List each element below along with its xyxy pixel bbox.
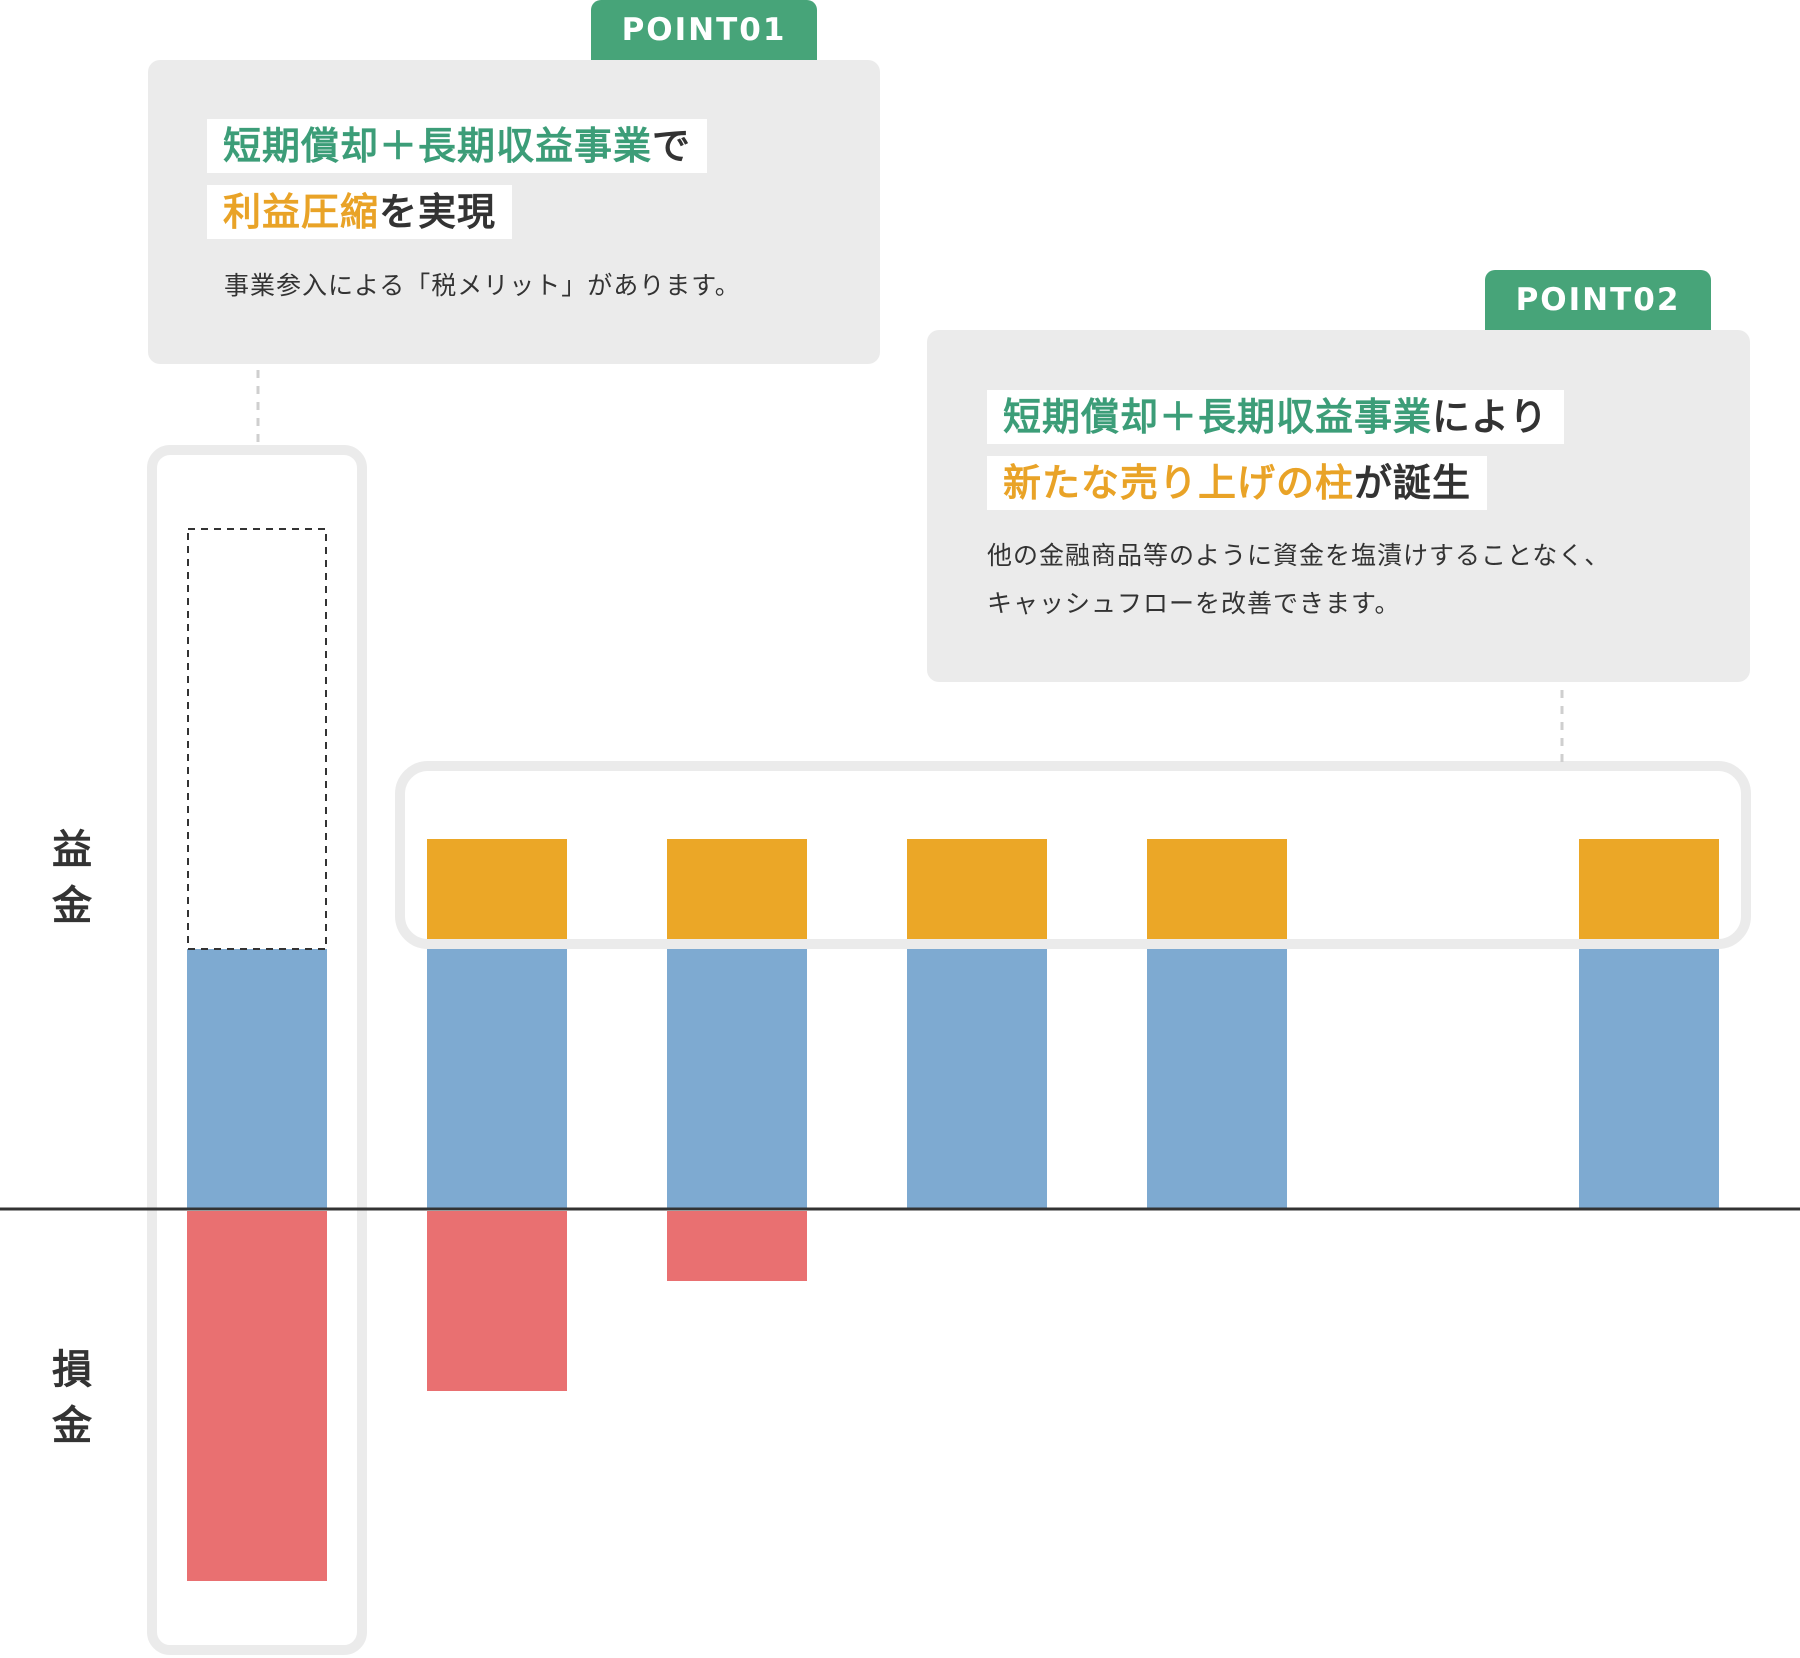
point02-headline-2-highlight: 新たな売り上げの柱 bbox=[1003, 461, 1355, 505]
bars bbox=[187, 528, 1719, 1581]
bar-red-3 bbox=[667, 1211, 807, 1281]
point01-headline-1-rest: で bbox=[652, 124, 692, 168]
orange-bars-highlight-frame bbox=[395, 761, 1751, 949]
point02-description-2: キャッシュフローを改善できます。 bbox=[987, 589, 1401, 618]
loss-label-char-2: 金 bbox=[52, 1403, 92, 1449]
bar-blue-3 bbox=[667, 949, 807, 1209]
profit-label: 益 金 bbox=[42, 822, 102, 934]
bar-orange-7 bbox=[1579, 839, 1719, 939]
bar-red-2 bbox=[427, 1211, 567, 1391]
point01-headline-1: 短期償却＋長期収益事業で bbox=[207, 119, 708, 173]
bar-red-1 bbox=[187, 1211, 327, 1581]
bar-orange-5 bbox=[1147, 839, 1287, 939]
bar-orange-4 bbox=[907, 839, 1047, 939]
point01-headline-2-rest: を実現 bbox=[379, 190, 497, 234]
bar-blue-1 bbox=[187, 949, 327, 1209]
point02-description-1: 他の金融商品等のように資金を塩漬けすることなく、 bbox=[987, 541, 1611, 570]
first-bar-compressed-profit-outline bbox=[187, 528, 327, 950]
bar-blue-4 bbox=[907, 949, 1047, 1209]
point01-description: 事業参入による「税メリット」があります。 bbox=[224, 271, 741, 300]
point02-headline-2-rest: が誕生 bbox=[1354, 461, 1472, 505]
point01-tab: POINT01 bbox=[591, 0, 817, 60]
loss-label: 損 金 bbox=[42, 1342, 102, 1454]
point02-headline-1-rest: により bbox=[1432, 395, 1549, 439]
profit-label-char-2: 金 bbox=[52, 883, 92, 929]
highlight-frames bbox=[147, 370, 1751, 1655]
point02-headline-1-highlight: 短期償却＋長期収益事業 bbox=[1003, 395, 1433, 439]
point02-tab: POINT02 bbox=[1485, 270, 1711, 330]
point02-headline-1: 短期償却＋長期収益事業により bbox=[987, 390, 1565, 444]
point01-headline-2: 利益圧縮を実現 bbox=[207, 185, 513, 239]
bar-blue-5 bbox=[1147, 949, 1287, 1209]
bar-blue-2 bbox=[427, 949, 567, 1209]
bar-orange-3 bbox=[667, 839, 807, 939]
bar-blue-7 bbox=[1579, 949, 1719, 1209]
point01-headline-1-highlight: 短期償却＋長期収益事業 bbox=[223, 124, 653, 168]
bar-orange-2 bbox=[427, 839, 567, 939]
point02-headline-2: 新たな売り上げの柱が誕生 bbox=[987, 456, 1488, 510]
profit-label-char-1: 益 bbox=[52, 827, 92, 873]
first-bar-highlight-frame bbox=[147, 445, 367, 1655]
loss-label-char-1: 損 bbox=[52, 1347, 92, 1393]
point01-headline-2-highlight: 利益圧縮 bbox=[223, 190, 380, 234]
